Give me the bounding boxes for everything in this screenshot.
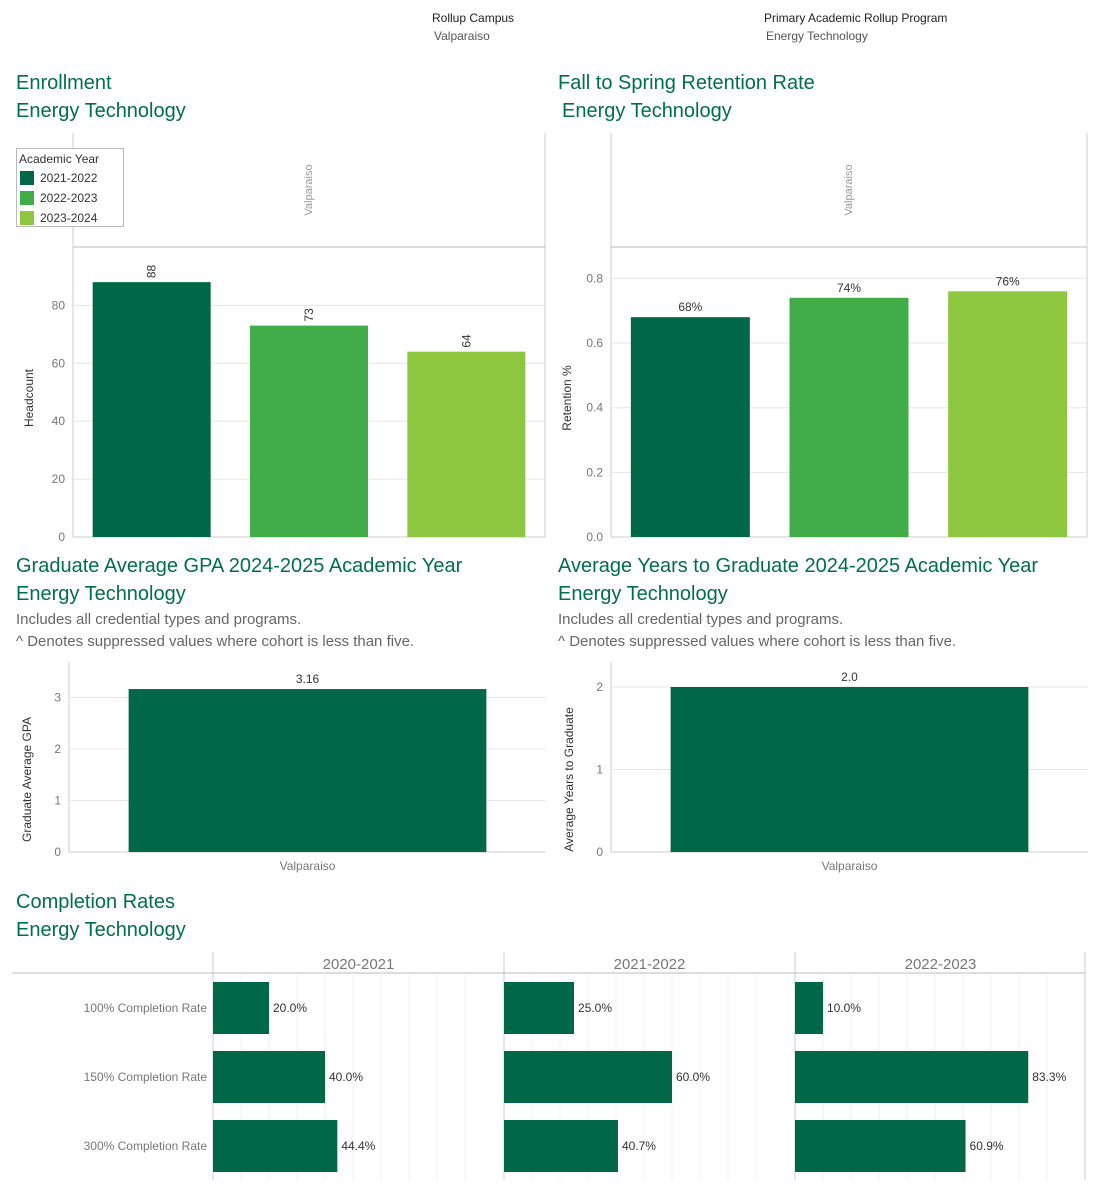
legend-item-label: 2023-2024: [40, 211, 98, 225]
completion-row-label: 100% Completion Rate: [84, 1001, 208, 1015]
completion-value-label: 60.9%: [970, 1139, 1004, 1153]
retention-value-label: 68%: [678, 300, 702, 314]
retention-y-tick-label: 0.8: [586, 271, 603, 285]
completion-bar-2-3: [795, 1051, 1029, 1103]
years-y-tick-label: 1: [596, 763, 603, 777]
gpa-y-tick-label: 1: [54, 793, 61, 807]
legend-item-label: 2022-2023: [40, 191, 98, 205]
enrollment-bar-2023-2024: [407, 351, 526, 537]
enrollment-bar-2022-2023: [250, 325, 368, 537]
completion-column-header: 2022-2023: [905, 956, 977, 973]
completion-bar-3-2: [504, 1120, 618, 1172]
enrollment-bar-2021-2022: [92, 282, 211, 537]
completion-bar-2-1: [213, 1051, 325, 1103]
enrollment-value-label: 88: [145, 264, 159, 278]
completion-subtitle: Energy Technology: [16, 919, 186, 941]
legend-item-label: 2021-2022: [40, 171, 98, 185]
program-filter-label: Primary Academic Rollup Program: [764, 11, 948, 25]
enrollment-y-tick-label: 0: [58, 530, 65, 544]
retention-y-tick-label: 0.0: [586, 530, 603, 544]
program-filter-value[interactable]: Energy Technology: [766, 29, 868, 43]
enrollment-value-label: 64: [459, 334, 473, 348]
gpa-note-suppressed: ^ Denotes suppressed values where cohort…: [16, 633, 415, 650]
completion-value-label: 60.0%: [676, 1070, 710, 1084]
retention-y-tick-label: 0.4: [586, 401, 603, 415]
enrollment-panel-label: Valparaiso: [303, 164, 315, 215]
completion-row-label: 150% Completion Rate: [84, 1070, 208, 1084]
legend-swatch: [20, 171, 34, 185]
gpa-subtitle: Energy Technology: [16, 583, 186, 605]
gpa-y-axis-label: Graduate Average GPA: [20, 717, 34, 842]
completion-value-label: 25.0%: [578, 1001, 612, 1015]
years-title: Average Years to Graduate 2024-2025 Acad…: [558, 555, 1038, 577]
completion-column-header: 2021-2022: [614, 956, 686, 973]
enrollment-y-tick-label: 60: [52, 356, 66, 370]
completion-title: Completion Rates: [16, 891, 175, 913]
gpa-y-tick-label: 3: [54, 690, 61, 704]
completion-bar-1-1: [213, 982, 269, 1034]
gpa-bar: [128, 689, 487, 852]
retention-y-tick-label: 0.2: [586, 465, 603, 479]
completion-bar-1-3: [795, 982, 823, 1034]
legend-title: Academic Year: [19, 152, 100, 166]
retention-value-label: 74%: [837, 281, 861, 295]
campus-filter-value[interactable]: Valparaiso: [434, 29, 490, 43]
completion-value-label: 10.0%: [827, 1001, 861, 1015]
completion-column-header: 2020-2021: [323, 956, 395, 973]
retention-title: Fall to Spring Retention Rate: [558, 72, 815, 94]
academic-year-legend[interactable]: Academic Year 2021-2022 2022-2023 2023-2…: [16, 148, 124, 227]
retention-y-tick-label: 0.6: [586, 336, 603, 350]
enrollment-value-label: 73: [302, 308, 316, 322]
legend-item-2023-2024[interactable]: 2023-2024: [17, 208, 123, 228]
completion-value-label: 40.0%: [329, 1070, 363, 1084]
retention-bar-2021-2022: [630, 317, 750, 537]
campus-filter-label: Rollup Campus: [432, 11, 515, 25]
retention-bar-2023-2024: [948, 291, 1068, 537]
years-note-credentials: Includes all credential types and progra…: [558, 611, 844, 628]
gpa-title: Graduate Average GPA 2024-2025 Academic …: [16, 555, 463, 577]
legend-swatch: [20, 191, 34, 205]
enrollment-y-tick-label: 40: [52, 414, 66, 428]
years-y-tick-label: 0: [596, 845, 603, 859]
years-subtitle: Energy Technology: [558, 583, 728, 605]
enrollment-title: Enrollment: [16, 72, 112, 94]
years-value-label: 2.0: [841, 670, 858, 684]
gpa-y-tick-label: 2: [54, 742, 61, 756]
completion-bar-1-2: [504, 982, 574, 1034]
completion-row-label: 300% Completion Rate: [84, 1139, 208, 1153]
completion-value-label: 20.0%: [273, 1001, 307, 1015]
legend-swatch: [20, 211, 34, 225]
retention-value-label: 76%: [996, 274, 1020, 288]
completion-bar-3-3: [795, 1120, 966, 1172]
completion-value-label: 83.3%: [1032, 1070, 1066, 1084]
enrollment-y-tick-label: 80: [52, 298, 66, 312]
enrollment-y-axis-label: Headcount: [22, 368, 36, 427]
completion-value-label: 40.7%: [622, 1139, 656, 1153]
gpa-note-credentials: Includes all credential types and progra…: [16, 611, 302, 628]
completion-value-label: 44.4%: [341, 1139, 375, 1153]
years-y-tick-label: 2: [596, 680, 603, 694]
years-note-suppressed: ^ Denotes suppressed values where cohort…: [558, 633, 957, 650]
enrollment-y-tick-label: 20: [52, 472, 66, 486]
years-x-category-label: Valparaiso: [822, 859, 878, 873]
enrollment-subtitle: Energy Technology: [16, 100, 186, 122]
years-y-axis-label: Average Years to Graduate: [562, 707, 576, 852]
retention-y-axis-label: Retention %: [560, 365, 574, 431]
completion-bar-2-2: [504, 1051, 672, 1103]
years-bar: [670, 687, 1029, 852]
legend-item-2021-2022[interactable]: 2021-2022: [17, 168, 123, 188]
gpa-value-label: 3.16: [296, 672, 320, 686]
gpa-y-tick-label: 0: [54, 845, 61, 859]
retention-subtitle: Energy Technology: [562, 100, 732, 122]
completion-bar-3-1: [213, 1120, 338, 1172]
retention-panel-label: Valparaiso: [843, 164, 855, 215]
retention-bar-2022-2023: [789, 297, 909, 537]
gpa-x-category-label: Valparaiso: [280, 859, 336, 873]
legend-item-2022-2023[interactable]: 2022-2023: [17, 188, 123, 208]
